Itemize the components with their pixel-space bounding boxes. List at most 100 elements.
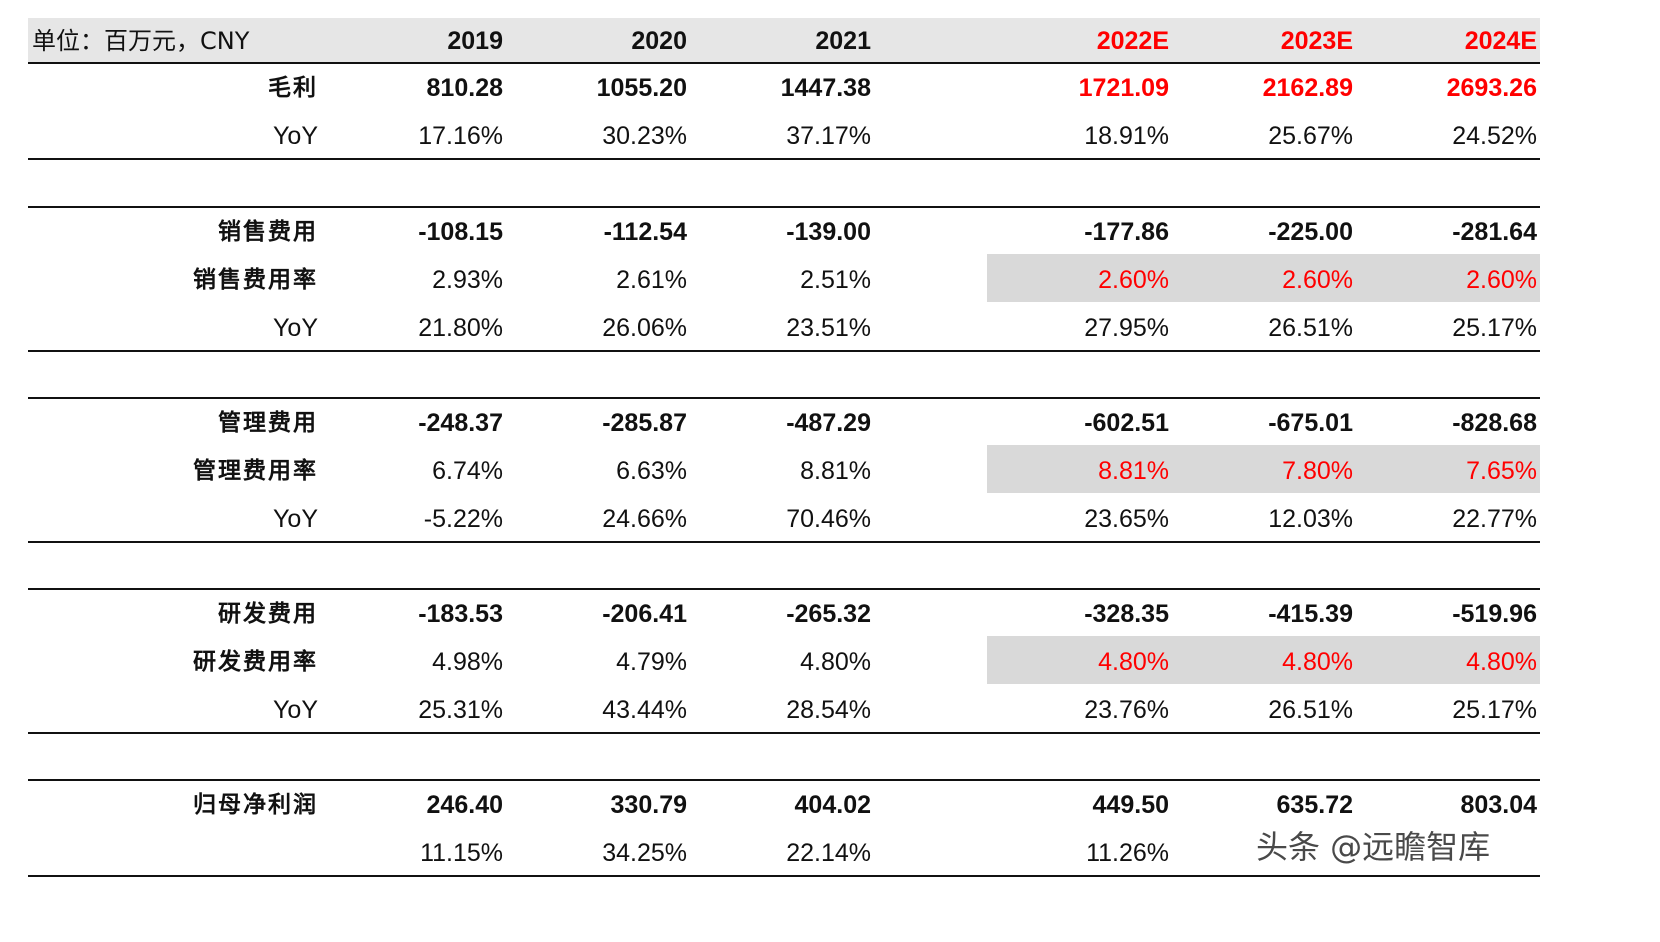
forecast-value-cell: 2162.89 [1262, 74, 1353, 102]
value-cell: -183.53 [418, 600, 503, 628]
value-cell: 11.15% [420, 839, 503, 867]
value-cell: -281.64 [1452, 218, 1537, 246]
year-header: 2020 [631, 27, 687, 55]
year-header: 2021 [815, 27, 871, 55]
table-row: 管理费用 -248.37 -285.87 -487.29 -602.51 -67… [28, 399, 1540, 447]
row-label: YoY [273, 696, 318, 724]
unit-label: 单位：百万元，CNY [32, 27, 250, 55]
value-cell: 26.06% [602, 314, 687, 342]
value-cell: 34.25% [602, 839, 687, 867]
divider [28, 541, 1540, 543]
value-cell: 803.04 [1460, 791, 1537, 819]
table-row: 研发费用率 4.98% 4.79% 4.80% 4.80% 4.80% 4.80… [28, 638, 1540, 686]
table-header [28, 18, 1540, 64]
row-label: 归母净利润 [193, 791, 318, 818]
table-row: YoY 17.16% 30.23% 37.17% 18.91% 25.67% 2… [28, 112, 1540, 160]
value-cell: 6.63% [616, 457, 687, 485]
row-label: 管理费用 [218, 409, 318, 436]
value-cell: 22.14% [786, 839, 871, 867]
value-cell: 2.51% [800, 266, 871, 294]
table-row: 归母净利润 246.40 330.79 404.02 449.50 635.72… [28, 781, 1540, 829]
table-row: 管理费用率 6.74% 6.63% 8.81% 8.81% 7.80% 7.65… [28, 447, 1540, 495]
value-cell: 12.03% [1268, 505, 1353, 533]
forecast-shade [987, 254, 1540, 302]
value-cell: 18.91% [1084, 122, 1169, 150]
row-label: 研发费用 [218, 600, 318, 627]
value-cell: 37.17% [786, 122, 871, 150]
row-label: YoY [273, 314, 318, 342]
value-cell: 635.72 [1276, 791, 1353, 819]
row-label: 研发费用率 [193, 648, 318, 675]
forecast-year-header: 2022E [1096, 27, 1169, 55]
forecast-value-cell: 2.60% [1466, 266, 1537, 294]
table-row: 销售费用 -108.15 -112.54 -139.00 -177.86 -22… [28, 208, 1540, 256]
value-cell: 4.80% [800, 648, 871, 676]
table-row: 11.15% 34.25% 22.14% 11.26% [28, 829, 1540, 877]
value-cell: 28.54% [786, 696, 871, 724]
value-cell: 27.95% [1084, 314, 1169, 342]
value-cell: 26.51% [1268, 696, 1353, 724]
header-row: 2019 2020 2021 2022E 2023E 2024E [28, 18, 1540, 64]
watermark: 头条 @远瞻智库 [1256, 828, 1491, 866]
value-cell: -177.86 [1084, 218, 1169, 246]
forecast-year-header: 2024E [1464, 27, 1537, 55]
divider [28, 397, 1540, 399]
value-cell: 25.17% [1452, 696, 1537, 724]
value-cell: 23.51% [786, 314, 871, 342]
value-cell: -5.22% [423, 505, 503, 533]
value-cell: 25.31% [418, 696, 503, 724]
value-cell: 24.52% [1452, 122, 1537, 150]
forecast-shade [987, 636, 1540, 684]
divider [28, 350, 1540, 352]
value-cell: 4.79% [616, 648, 687, 676]
row-label: 毛利 [268, 74, 318, 101]
value-cell: -602.51 [1084, 409, 1169, 437]
year-header: 2019 [447, 27, 503, 55]
table-row: 毛利 810.28 1055.20 1447.38 1721.09 2162.8… [28, 64, 1540, 112]
value-cell: 8.81% [800, 457, 871, 485]
divider [28, 732, 1540, 734]
value-cell: 246.40 [426, 791, 503, 819]
row-label: 管理费用率 [193, 457, 318, 484]
value-cell: 26.51% [1268, 314, 1353, 342]
value-cell: 2.61% [616, 266, 687, 294]
value-cell: 23.76% [1084, 696, 1169, 724]
value-cell: -285.87 [602, 409, 687, 437]
row-label: YoY [273, 505, 318, 533]
divider [28, 158, 1540, 160]
table-row: YoY -5.22% 24.66% 70.46% 23.65% 12.03% 2… [28, 495, 1540, 543]
value-cell: 404.02 [794, 791, 871, 819]
value-cell: 30.23% [602, 122, 687, 150]
value-cell: 25.17% [1452, 314, 1537, 342]
value-cell: 70.46% [786, 505, 871, 533]
value-cell: -487.29 [786, 409, 871, 437]
value-cell: 21.80% [418, 314, 503, 342]
table-row: 销售费用率 2.93% 2.61% 2.51% 2.60% 2.60% 2.60… [28, 256, 1540, 304]
forecast-value-cell: 7.80% [1282, 457, 1353, 485]
value-cell: -225.00 [1268, 218, 1353, 246]
table-row: 研发费用 -183.53 -206.41 -265.32 -328.35 -41… [28, 590, 1540, 638]
value-cell: 17.16% [418, 122, 503, 150]
forecast-value-cell: 4.80% [1098, 648, 1169, 676]
value-cell: -675.01 [1268, 409, 1353, 437]
value-cell: -519.96 [1452, 600, 1537, 628]
forecast-value-cell: 4.80% [1282, 648, 1353, 676]
row-label: 销售费用率 [193, 266, 318, 293]
value-cell: 11.26% [1086, 839, 1169, 867]
value-cell: -328.35 [1084, 600, 1169, 628]
row-label: 销售费用 [218, 218, 318, 245]
forecast-value-cell: 2693.26 [1446, 74, 1537, 102]
value-cell: -139.00 [786, 218, 871, 246]
divider [28, 206, 1540, 208]
value-cell: 6.74% [432, 457, 503, 485]
divider [28, 779, 1540, 781]
value-cell: 4.98% [432, 648, 503, 676]
value-cell: -248.37 [418, 409, 503, 437]
table-row: YoY 25.31% 43.44% 28.54% 23.76% 26.51% 2… [28, 686, 1540, 734]
forecast-value-cell: 7.65% [1466, 457, 1537, 485]
value-cell: -415.39 [1268, 600, 1353, 628]
value-cell: 43.44% [602, 696, 687, 724]
value-cell: 24.66% [602, 505, 687, 533]
row-label: YoY [273, 122, 318, 150]
divider [28, 62, 1540, 64]
